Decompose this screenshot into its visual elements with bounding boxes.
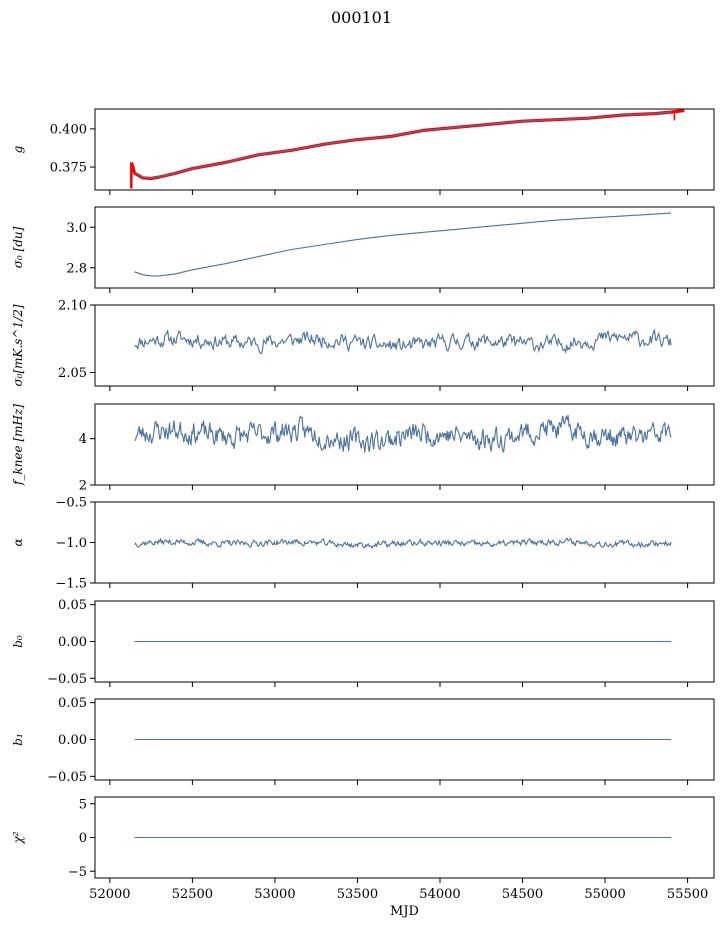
y-tick-label: 2	[79, 479, 87, 494]
model-series-line	[134, 537, 672, 550]
y-axis-label: χ²	[11, 831, 25, 844]
y-tick-label: 0.400	[50, 122, 87, 137]
figure-title: 000101	[330, 8, 393, 27]
y-tick-label: 0.375	[50, 161, 87, 176]
axes-frame	[94, 304, 715, 387]
panel-8: −5 0 5 52000 52500 53000 53500 54000 54500 55000 5…	[11, 796, 715, 902]
y-axis-label: σ₀[mK.s^1/2]	[11, 304, 25, 386]
y-tick-label: 4	[79, 432, 87, 447]
plot-area	[134, 415, 672, 454]
x-axis-label: MJD	[390, 904, 419, 919]
y-axis-label: g	[11, 145, 25, 153]
model-series-line	[134, 328, 672, 355]
y-tick-label: −0.05	[47, 770, 87, 785]
panel-5: −1.5 −1.0 −0.5 α	[11, 496, 715, 592]
x-tick-label: 53500	[337, 887, 378, 902]
axes-frame	[94, 501, 715, 584]
y-axis-label: b₁	[11, 733, 25, 746]
panel-3: 2.05 2.10 σ₀[mK.s^1/2]	[11, 299, 715, 391]
y-tick-label: −0.05	[47, 672, 87, 687]
panel-4: 2 4 f_knee [mHz]	[11, 403, 715, 494]
y-tick-label: 0.00	[58, 733, 87, 748]
axes-frame	[94, 108, 715, 191]
model-series-line	[134, 212, 672, 277]
plot-area	[129, 109, 685, 189]
y-tick-label: 0	[79, 831, 87, 846]
y-tick-label: −1.0	[55, 536, 87, 551]
x-tick-label: 52500	[172, 887, 213, 902]
panel-1: 0.375 0.400 g	[11, 108, 715, 195]
y-tick-label: 2.05	[58, 366, 87, 381]
x-tick-label: 53000	[254, 887, 295, 902]
x-tick-label: 52000	[89, 887, 130, 902]
y-axis-label: α	[11, 538, 25, 546]
axes-frame	[94, 206, 715, 289]
panel-2: 2.8 3.0 σ₀ [du]	[11, 206, 715, 293]
x-tick-label: 55500	[667, 887, 708, 902]
y-tick-label: −1.5	[55, 577, 87, 592]
model-series-line	[134, 111, 672, 179]
y-tick-label: 0.05	[58, 696, 87, 711]
plot-area	[134, 328, 672, 355]
plot-area	[134, 537, 672, 550]
y-tick-label: 3.0	[66, 221, 87, 236]
y-tick-label: 2.10	[58, 299, 87, 314]
y-tick-label: −5	[68, 865, 87, 880]
panel-7: −0.05 0.00 0.05 b₁	[11, 696, 715, 785]
y-tick-label: 0.05	[58, 598, 87, 613]
x-tick-label: 54500	[502, 887, 543, 902]
plot-area	[134, 212, 672, 277]
x-tick-label: 55000	[584, 887, 625, 902]
y-tick-label: 0.00	[58, 635, 87, 650]
y-axis-label: σ₀ [du]	[11, 226, 25, 268]
y-tick-label: −0.5	[55, 496, 87, 511]
y-tick-label: 2.8	[66, 261, 87, 276]
axes-frame	[94, 403, 715, 486]
data-series-line	[129, 109, 685, 181]
y-axis-label: f_knee [mHz]	[11, 404, 25, 486]
model-series-line	[134, 415, 672, 454]
y-axis-label: b₀	[11, 635, 25, 648]
x-tick-label: 54000	[419, 887, 460, 902]
panel-6: −0.05 0.00 0.05 b₀	[11, 598, 715, 687]
y-tick-label: 5	[79, 797, 87, 812]
